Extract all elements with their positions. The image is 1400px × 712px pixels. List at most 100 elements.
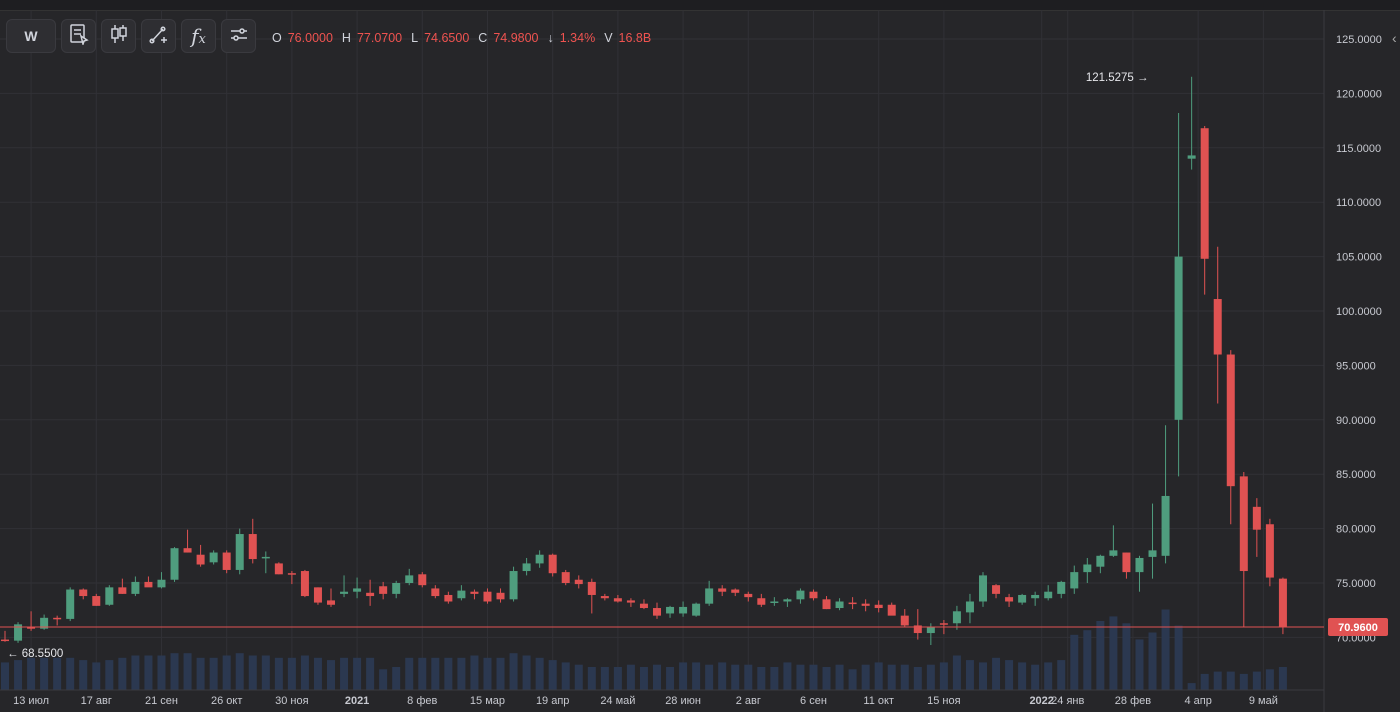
candle-body — [444, 594, 453, 602]
volume-bar — [692, 662, 701, 690]
volume-bar — [1252, 671, 1261, 690]
x-tick-label: 4 апр — [1184, 695, 1211, 707]
candle-body — [1044, 591, 1053, 599]
template-button[interactable] — [61, 19, 96, 53]
change-value: 1.34% — [559, 31, 596, 45]
price-annotation: 121.5275 → — [1086, 72, 1149, 84]
overlay: 70.9600 121.5275 → ← 68.5500 — [0, 72, 1388, 660]
volume-bar — [1109, 616, 1118, 690]
volume-bar — [770, 667, 779, 690]
indicators-icon: fx — [191, 24, 206, 48]
volume-bar — [183, 653, 192, 690]
volume-bar — [1265, 669, 1274, 690]
candle-body — [183, 548, 192, 553]
candle-body — [157, 579, 166, 588]
candle-body — [1161, 495, 1170, 556]
x-tick-label: 21 сен — [145, 695, 178, 707]
candle-body — [105, 587, 114, 605]
candle-body — [718, 588, 727, 592]
volume-bar — [248, 655, 257, 690]
x-tick-label: 9 май — [1249, 695, 1278, 707]
volume-bar — [731, 664, 740, 690]
settings-sliders-icon — [228, 23, 250, 50]
x-tick-label: 28 июн — [665, 695, 701, 707]
volume-bar — [822, 667, 831, 690]
volume-value: 16.8B — [618, 31, 652, 45]
candle-body — [913, 625, 922, 634]
interval-label: W — [24, 28, 38, 44]
candle-body — [366, 592, 375, 597]
grid-lines — [0, 10, 1324, 690]
candle-body — [392, 583, 401, 594]
candle-body — [952, 611, 961, 624]
candle-body — [887, 604, 896, 616]
candle-body — [431, 588, 440, 597]
candle-body — [770, 601, 779, 603]
interval-button[interactable]: W — [6, 19, 56, 53]
candle-body — [744, 593, 753, 598]
settings-button[interactable] — [221, 19, 256, 53]
candle-body — [1187, 155, 1196, 159]
candle-body — [900, 615, 909, 626]
candle-body — [835, 601, 844, 609]
volume-bar — [887, 664, 896, 690]
chart-type-button[interactable] — [101, 19, 136, 53]
candle-body — [261, 556, 270, 559]
price-annotation: ← 68.5500 — [7, 648, 63, 660]
candle-body — [809, 591, 818, 599]
volume-bar — [144, 655, 153, 690]
volume-bar — [535, 657, 544, 690]
close-value: 74.9800 — [493, 31, 539, 45]
candle-body — [848, 602, 857, 605]
volume-bar — [574, 664, 583, 690]
candle-body — [144, 581, 153, 588]
volume-bar — [613, 667, 622, 690]
volume-bar — [118, 657, 127, 690]
drawing-tool-icon — [148, 23, 170, 50]
candle-body — [535, 554, 544, 564]
drawing-button[interactable] — [141, 19, 176, 53]
candle-body — [561, 572, 570, 583]
volume-bar — [392, 667, 401, 690]
x-tick-label: 11 окт — [863, 695, 894, 707]
candle-body — [79, 589, 88, 597]
volume-bars — [1, 609, 1287, 690]
volume-bar — [679, 662, 688, 690]
candle-body — [14, 624, 23, 641]
candle-body — [705, 588, 714, 604]
low-value: 74.6500 — [424, 31, 470, 45]
volume-label: V — [604, 31, 613, 45]
candle-body — [1174, 256, 1183, 420]
volume-bar — [366, 657, 375, 690]
volume-bar — [444, 657, 453, 690]
candle-body — [222, 552, 231, 570]
indicators-button[interactable]: fx — [181, 19, 216, 53]
x-tick-label: 2 авг — [736, 695, 761, 707]
volume-bar — [1018, 662, 1027, 690]
candle-body — [118, 587, 127, 594]
candle-body — [274, 563, 283, 575]
volume-bar — [1031, 664, 1040, 690]
volume-bar — [653, 664, 661, 690]
y-tick-label: 80.0000 — [1336, 524, 1376, 536]
volume-bar — [379, 669, 388, 690]
volume-bar — [874, 662, 883, 690]
volume-bar — [274, 657, 283, 690]
candle-body — [613, 598, 622, 602]
candle-body — [40, 617, 49, 629]
candle-body — [757, 598, 766, 605]
volume-bar — [900, 664, 909, 690]
candle-body — [1135, 557, 1144, 573]
candle-body — [196, 554, 205, 565]
x-tick-label: 26 окт — [211, 695, 242, 707]
x-tick-label: 24 янв — [1051, 695, 1084, 707]
x-tick-label: 24 май — [600, 695, 635, 707]
volume-bar — [1122, 623, 1131, 690]
volume-bar — [1044, 662, 1053, 690]
volume-bar — [235, 653, 244, 690]
candle-body — [1070, 572, 1079, 589]
volume-bar — [353, 657, 362, 690]
collapse-panel-icon[interactable]: ‹ — [1392, 30, 1397, 46]
volume-bar — [1135, 639, 1144, 690]
